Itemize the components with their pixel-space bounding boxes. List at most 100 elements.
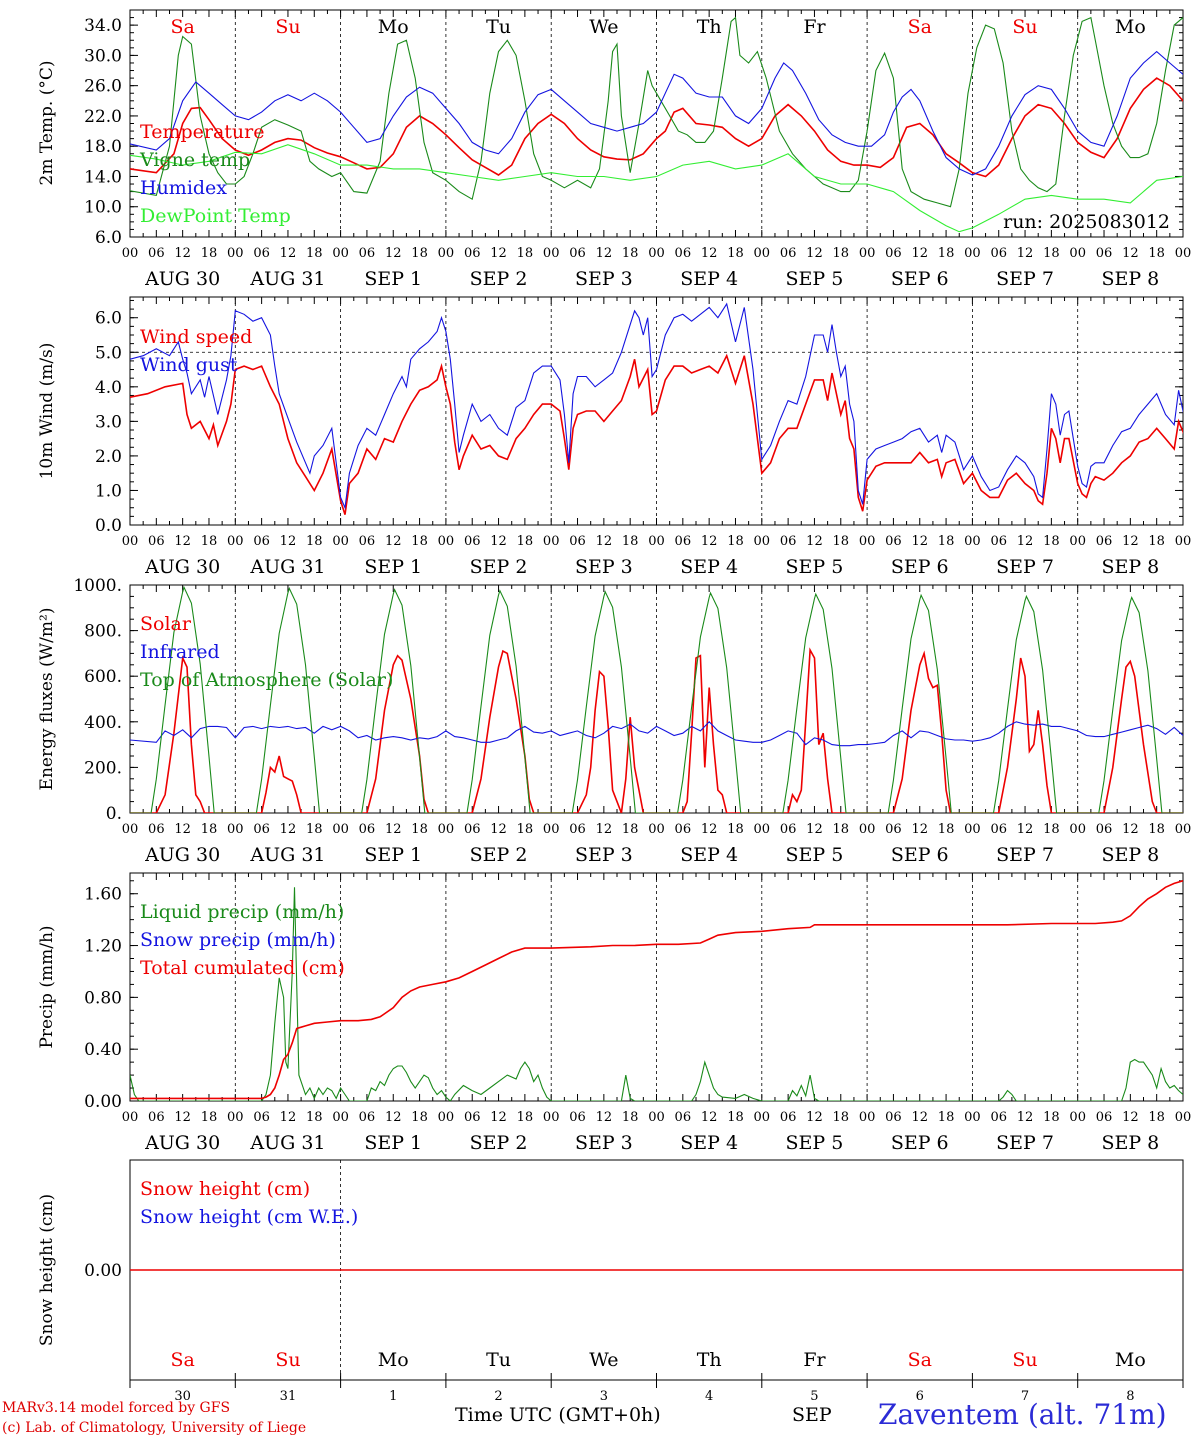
day-number: 7 <box>1021 1389 1029 1404</box>
hour-tick-label: 00 <box>543 246 560 261</box>
date-label: SEP 1 <box>364 1132 422 1154</box>
hour-tick-label: 18 <box>201 246 218 261</box>
hour-tick-label: 12 <box>596 822 613 837</box>
hour-tick-label: 06 <box>990 822 1007 837</box>
hour-tick-label: 18 <box>306 822 323 837</box>
y-tick-label: 6.0 <box>95 309 122 329</box>
hour-tick-label: 00 <box>122 534 139 549</box>
hour-tick-label: 12 <box>701 246 718 261</box>
hour-tick-label: 00 <box>1175 246 1192 261</box>
day-name: Mo <box>378 1349 409 1371</box>
hour-tick-label: 06 <box>990 534 1007 549</box>
y-tick-label: 1.0 <box>95 481 122 501</box>
y-tick-label: 6.0 <box>95 228 122 248</box>
date-label: SEP 4 <box>680 268 738 290</box>
hour-tick-label: 12 <box>1017 822 1034 837</box>
date-label: SEP 3 <box>575 1132 633 1154</box>
hour-tick-label: 00 <box>754 534 771 549</box>
hour-tick-label: 12 <box>385 534 402 549</box>
y-tick-label: 5.0 <box>95 343 122 363</box>
date-label: SEP 5 <box>786 1132 844 1154</box>
hour-tick-label: 12 <box>806 822 823 837</box>
date-label: SEP 6 <box>891 268 949 290</box>
hour-tick-label: 12 <box>385 1110 402 1125</box>
hour-tick-label: 06 <box>675 822 692 837</box>
date-label: SEP 5 <box>786 556 844 578</box>
hour-tick-label: 18 <box>938 534 955 549</box>
hour-tick-label: 12 <box>280 246 297 261</box>
day-number: 31 <box>280 1389 297 1404</box>
day-name: Su <box>1012 1349 1037 1371</box>
hour-tick-label: 06 <box>148 246 165 261</box>
legend-entry: Liquid precip (mm/h) <box>140 901 344 923</box>
legend-entry: Snow height (cm) <box>140 1178 310 1200</box>
station-label: Zaventem (alt. 71m) <box>878 1398 1167 1431</box>
hour-tick-label: 00 <box>1069 246 1086 261</box>
hour-tick-label: 00 <box>859 534 876 549</box>
hour-tick-label: 12 <box>911 822 928 837</box>
hour-tick-label: 00 <box>332 1110 349 1125</box>
y-tick-label: 600. <box>84 667 122 687</box>
day-name: Fr <box>803 16 826 38</box>
y-tick-label: 34.0 <box>84 16 122 36</box>
hour-tick-label: 12 <box>1017 534 1034 549</box>
legend-entry: Solar <box>140 613 192 635</box>
day-name: Fr <box>803 1349 826 1371</box>
legend-entry: Vigne temp <box>139 149 250 171</box>
hour-tick-label: 00 <box>648 534 665 549</box>
hour-tick-label: 06 <box>359 822 376 837</box>
day-name: Th <box>697 16 722 38</box>
hour-tick-label: 06 <box>253 822 270 837</box>
hour-tick-label: 06 <box>1096 1110 1113 1125</box>
date-label: SEP 3 <box>575 556 633 578</box>
hour-tick-label: 00 <box>332 246 349 261</box>
y-tick-label: 1.20 <box>84 937 122 957</box>
hour-tick-label: 18 <box>727 1110 744 1125</box>
hour-tick-label: 18 <box>306 246 323 261</box>
y-tick-label: 18.0 <box>84 137 122 157</box>
date-label: SEP 8 <box>1101 268 1159 290</box>
hour-tick-label: 06 <box>885 1110 902 1125</box>
date-label: SEP 1 <box>364 268 422 290</box>
y-tick-label: 3.0 <box>95 412 122 432</box>
hour-tick-label: 00 <box>543 822 560 837</box>
hour-tick-label: 12 <box>1122 534 1139 549</box>
series-line-total-cumulated-cm- <box>130 880 1183 1100</box>
hour-tick-label: 18 <box>201 534 218 549</box>
hour-tick-label: 06 <box>464 534 481 549</box>
series-line-top-of-atmosphere-solar- <box>130 585 1183 813</box>
hour-tick-label: 06 <box>464 246 481 261</box>
legend-entry: Temperature <box>140 121 264 143</box>
hour-tick-label: 18 <box>1043 534 1060 549</box>
hour-tick-label: 00 <box>227 1110 244 1125</box>
day-name: Su <box>275 1349 300 1371</box>
hour-tick-label: 12 <box>385 246 402 261</box>
hour-tick-label: 00 <box>859 822 876 837</box>
series-line-infrared <box>130 721 1183 747</box>
hour-tick-label: 06 <box>464 1110 481 1125</box>
hour-tick-label: 18 <box>411 1110 428 1125</box>
time-axis-label: Time UTC (GMT+0h) <box>455 1404 661 1426</box>
date-label: AUG 30 <box>144 844 220 866</box>
y-tick-label: 0.00 <box>84 1092 122 1112</box>
hour-tick-label: 18 <box>201 1110 218 1125</box>
hour-tick-label: 12 <box>911 246 928 261</box>
hour-tick-label: 12 <box>1017 1110 1034 1125</box>
hour-tick-label: 12 <box>1122 246 1139 261</box>
hour-tick-label: 12 <box>490 822 507 837</box>
hour-tick-label: 12 <box>174 534 191 549</box>
y-axis-label: Energy fluxes (W/m²) <box>37 608 57 791</box>
date-label: SEP 7 <box>996 844 1054 866</box>
hour-tick-label: 00 <box>1175 1110 1192 1125</box>
hour-tick-label: 06 <box>780 822 797 837</box>
day-number: 8 <box>1126 1389 1134 1404</box>
series-line-liquid-precip-mm-h- <box>130 887 1183 1101</box>
date-label: SEP 7 <box>996 268 1054 290</box>
precip-panel: 0.00 0.40 0.80 1.20 1.60 Precip (mm/h) Liquid … <box>37 872 1192 1154</box>
hour-tick-label: 18 <box>517 246 534 261</box>
hour-tick-label: 06 <box>885 534 902 549</box>
hour-tick-label: 18 <box>1043 822 1060 837</box>
legend-entry: Snow precip (mm/h) <box>140 929 336 951</box>
series-line-vigne-temp <box>130 16 1183 208</box>
